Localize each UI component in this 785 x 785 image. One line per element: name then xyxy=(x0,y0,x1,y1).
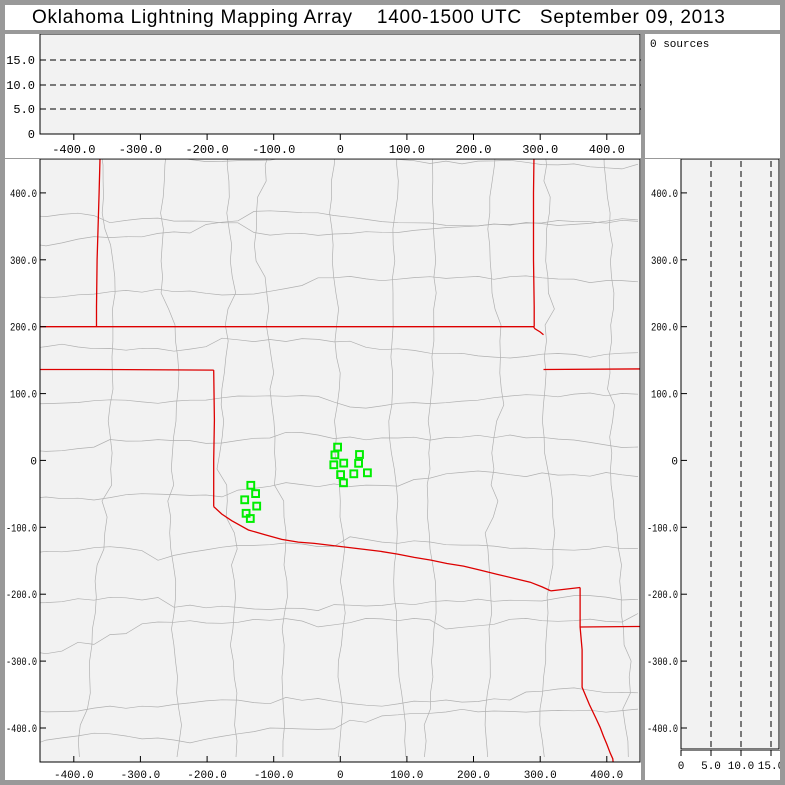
svg-text:-100.0: -100.0 xyxy=(647,523,678,535)
svg-text:-100.0: -100.0 xyxy=(252,143,295,157)
svg-text:-400.0: -400.0 xyxy=(52,143,95,157)
svg-text:300.0: 300.0 xyxy=(651,256,678,268)
svg-text:-400.0: -400.0 xyxy=(54,770,94,780)
svg-text:-100.0: -100.0 xyxy=(254,770,294,780)
svg-text:5.0: 5.0 xyxy=(13,103,35,117)
svg-text:400.0: 400.0 xyxy=(589,143,625,157)
svg-text:200.0: 200.0 xyxy=(651,323,678,335)
svg-text:200.0: 200.0 xyxy=(457,770,490,780)
svg-text:-200.0: -200.0 xyxy=(185,143,228,157)
svg-text:-200.0: -200.0 xyxy=(6,590,37,602)
svg-text:-300.0: -300.0 xyxy=(6,657,37,669)
svg-text:0: 0 xyxy=(678,761,685,773)
svg-text:0: 0 xyxy=(337,143,344,157)
svg-text:-200.0: -200.0 xyxy=(647,590,678,602)
svg-text:5.0: 5.0 xyxy=(701,761,721,773)
svg-text:-300.0: -300.0 xyxy=(647,657,678,669)
svg-text:-400.0: -400.0 xyxy=(6,724,37,736)
svg-text:300.0: 300.0 xyxy=(524,770,557,780)
svg-text:10.0: 10.0 xyxy=(728,761,754,773)
svg-text:-400.0: -400.0 xyxy=(647,724,678,736)
svg-text:200.0: 200.0 xyxy=(455,143,491,157)
svg-text:0: 0 xyxy=(30,456,37,468)
svg-text:15.0: 15.0 xyxy=(6,54,35,68)
svg-text:100.0: 100.0 xyxy=(10,390,37,402)
svg-text:0: 0 xyxy=(671,456,678,468)
svg-text:400.0: 400.0 xyxy=(651,189,678,201)
svg-text:100.0: 100.0 xyxy=(389,143,425,157)
svg-text:100.0: 100.0 xyxy=(390,770,423,780)
svg-text:0: 0 xyxy=(28,128,35,142)
svg-text:300.0: 300.0 xyxy=(10,256,37,268)
svg-text:400.0: 400.0 xyxy=(590,770,623,780)
svg-text:-300.0: -300.0 xyxy=(119,143,162,157)
svg-text:300.0: 300.0 xyxy=(522,143,558,157)
svg-text:15.0: 15.0 xyxy=(758,761,780,773)
svg-text:-100.0: -100.0 xyxy=(6,523,37,535)
svg-text:-300.0: -300.0 xyxy=(121,770,161,780)
svg-text:400.0: 400.0 xyxy=(10,189,37,201)
svg-text:100.0: 100.0 xyxy=(651,390,678,402)
svg-text:200.0: 200.0 xyxy=(10,323,37,335)
svg-text:10.0: 10.0 xyxy=(6,79,35,93)
svg-text:0: 0 xyxy=(337,770,344,780)
svg-text:-200.0: -200.0 xyxy=(187,770,227,780)
